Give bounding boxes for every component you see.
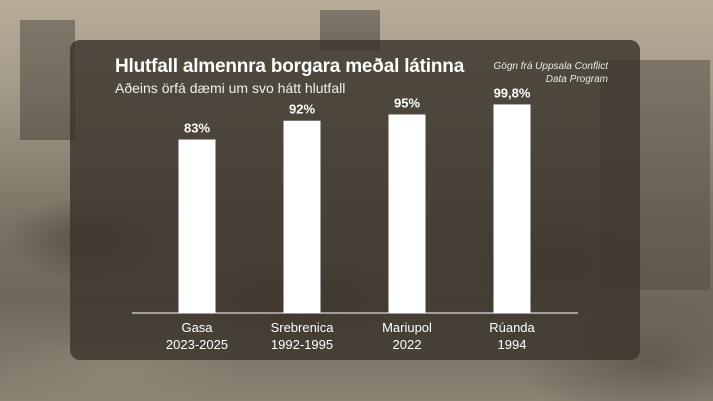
background-building [20, 20, 75, 140]
bar [388, 114, 426, 313]
category-period-label: 1992-1995 [271, 337, 333, 352]
bar [493, 104, 531, 313]
source-line: Gögn frá Uppsala Conflict [493, 61, 608, 72]
chart-panel [70, 40, 640, 360]
chart-subtitle: Aðeins örfá dæmi um svo hátt hlutfall [115, 80, 346, 96]
category-label: Srebrenica [271, 320, 335, 335]
bar [283, 120, 321, 313]
chart-title: Hlutfall almennra borgara meðal látinna [115, 56, 465, 77]
bar [178, 139, 216, 313]
source-line: Data Program [545, 74, 608, 85]
category-period-label: 2022 [393, 337, 422, 352]
data-label: 99,8% [494, 85, 531, 100]
data-label: 92% [289, 102, 315, 117]
category-label: Mariupol [382, 320, 432, 335]
category-label: Rúanda [489, 320, 535, 335]
category-period-label: 2023-2025 [166, 337, 228, 352]
category-label: Gasa [181, 320, 213, 335]
category-period-label: 1994 [498, 337, 527, 352]
data-label: 95% [394, 95, 420, 110]
data-label: 83% [184, 121, 210, 136]
data-source-note: Gögn frá Uppsala Conflict Data Program [428, 60, 608, 86]
